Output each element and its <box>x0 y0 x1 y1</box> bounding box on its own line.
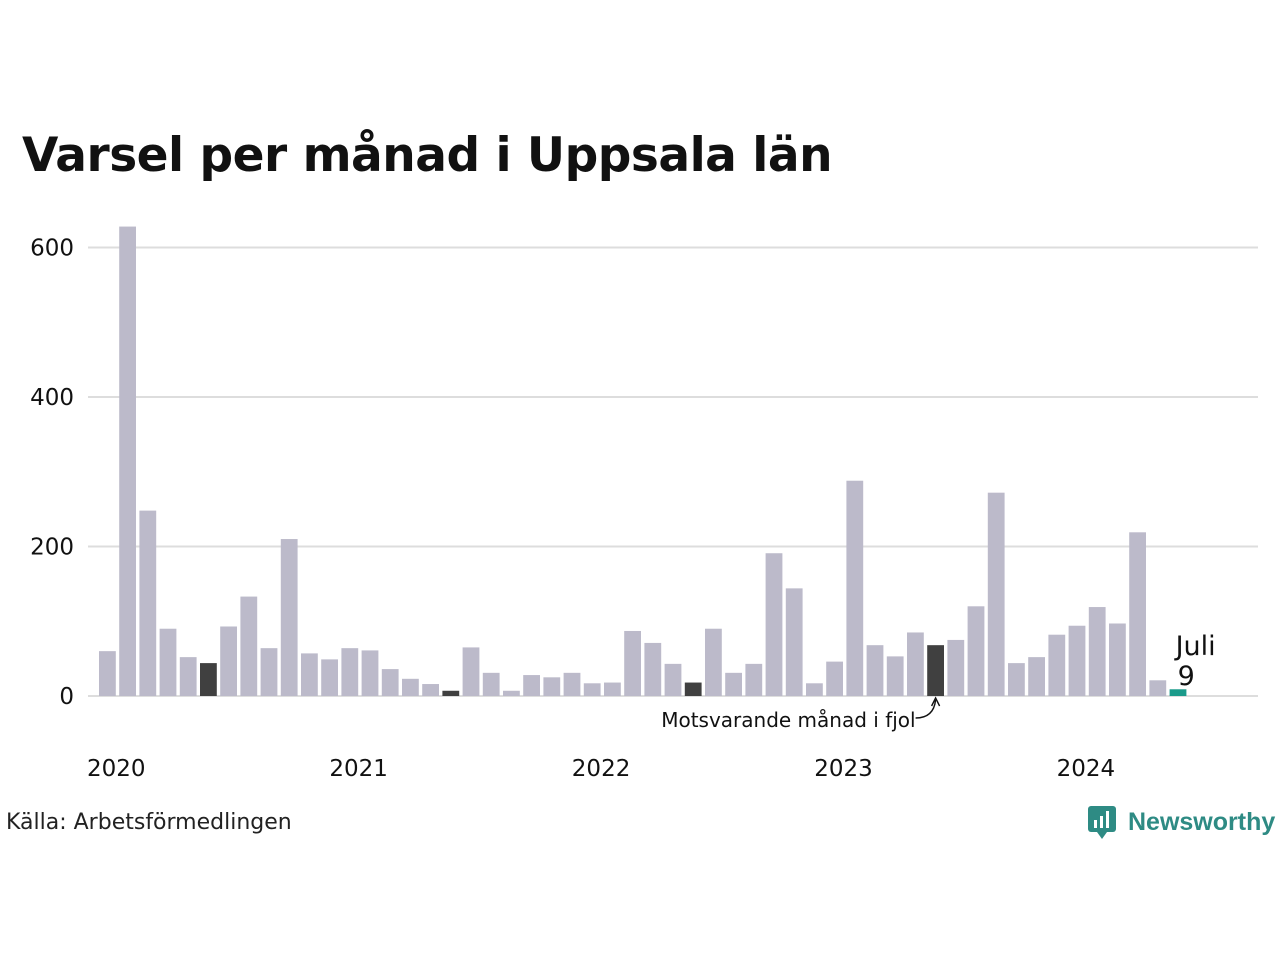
bar <box>402 678 419 696</box>
bar <box>725 672 742 696</box>
bar <box>886 656 904 696</box>
bar <box>927 645 944 696</box>
bar <box>462 647 480 696</box>
x-tick-label: 2022 <box>572 756 631 782</box>
y-tick-label: 600 <box>30 236 74 262</box>
x-tick-label: 2021 <box>329 756 388 782</box>
bar <box>139 510 157 696</box>
brand-logo: Newsworthy <box>1088 804 1275 840</box>
bar <box>583 683 601 696</box>
bar <box>785 588 803 696</box>
annotation-text: Motsvarande månad i fjol <box>661 708 915 732</box>
bar <box>967 606 985 696</box>
brand-name: Newsworthy <box>1128 807 1276 836</box>
bar <box>684 682 702 696</box>
chart-title: Varsel per månad i Uppsala län <box>22 128 833 183</box>
bar <box>119 226 136 696</box>
x-tick-label: 2024 <box>1057 756 1116 782</box>
x-tick-label: 2023 <box>814 756 873 782</box>
bars <box>99 226 1187 696</box>
bar <box>1149 680 1167 696</box>
bar <box>1068 625 1086 696</box>
bar <box>806 683 823 696</box>
bar <box>523 675 540 696</box>
bar <box>280 539 298 696</box>
bar <box>1109 623 1126 696</box>
bar <box>422 684 439 696</box>
bar <box>644 642 662 696</box>
bar <box>947 639 965 696</box>
bar <box>745 663 763 696</box>
bar <box>1129 532 1146 696</box>
bar <box>1169 689 1187 696</box>
x-tick-label: 2020 <box>87 756 146 782</box>
bar <box>1028 657 1045 696</box>
bar <box>301 653 318 696</box>
bar <box>987 492 1005 696</box>
bar <box>260 648 278 696</box>
annotation-arrow <box>915 699 937 719</box>
bar <box>179 657 197 696</box>
bar <box>624 630 641 696</box>
bar <box>866 645 884 696</box>
current-month-label: Juli <box>1174 631 1216 662</box>
bar <box>240 596 258 696</box>
bar <box>159 628 177 696</box>
annotation-arrowhead <box>930 696 941 707</box>
bar <box>99 651 116 696</box>
bar <box>361 650 379 696</box>
bar <box>1088 607 1106 696</box>
bar <box>907 632 924 696</box>
bar <box>765 553 783 696</box>
bar <box>482 672 500 696</box>
bar <box>846 480 864 696</box>
bar <box>604 682 621 696</box>
bar <box>442 690 460 696</box>
source-note: Källa: Arbetsförmedlingen <box>6 810 292 835</box>
bar <box>381 669 399 696</box>
newsworthy-logo-icon <box>1088 806 1116 839</box>
current-value-label: 9 <box>1178 661 1195 692</box>
bar <box>563 672 581 696</box>
bar <box>1048 634 1066 696</box>
bar <box>705 628 722 696</box>
bar <box>1008 663 1025 696</box>
bar <box>503 690 520 696</box>
bar <box>826 661 843 696</box>
bar <box>341 648 359 696</box>
bar <box>220 626 237 696</box>
bar <box>543 677 561 696</box>
y-tick-label: 200 <box>30 535 74 561</box>
bar <box>321 659 338 696</box>
bar <box>200 663 217 696</box>
y-tick-label: 0 <box>59 684 74 710</box>
bar <box>664 663 682 696</box>
y-tick-label: 400 <box>30 385 74 411</box>
